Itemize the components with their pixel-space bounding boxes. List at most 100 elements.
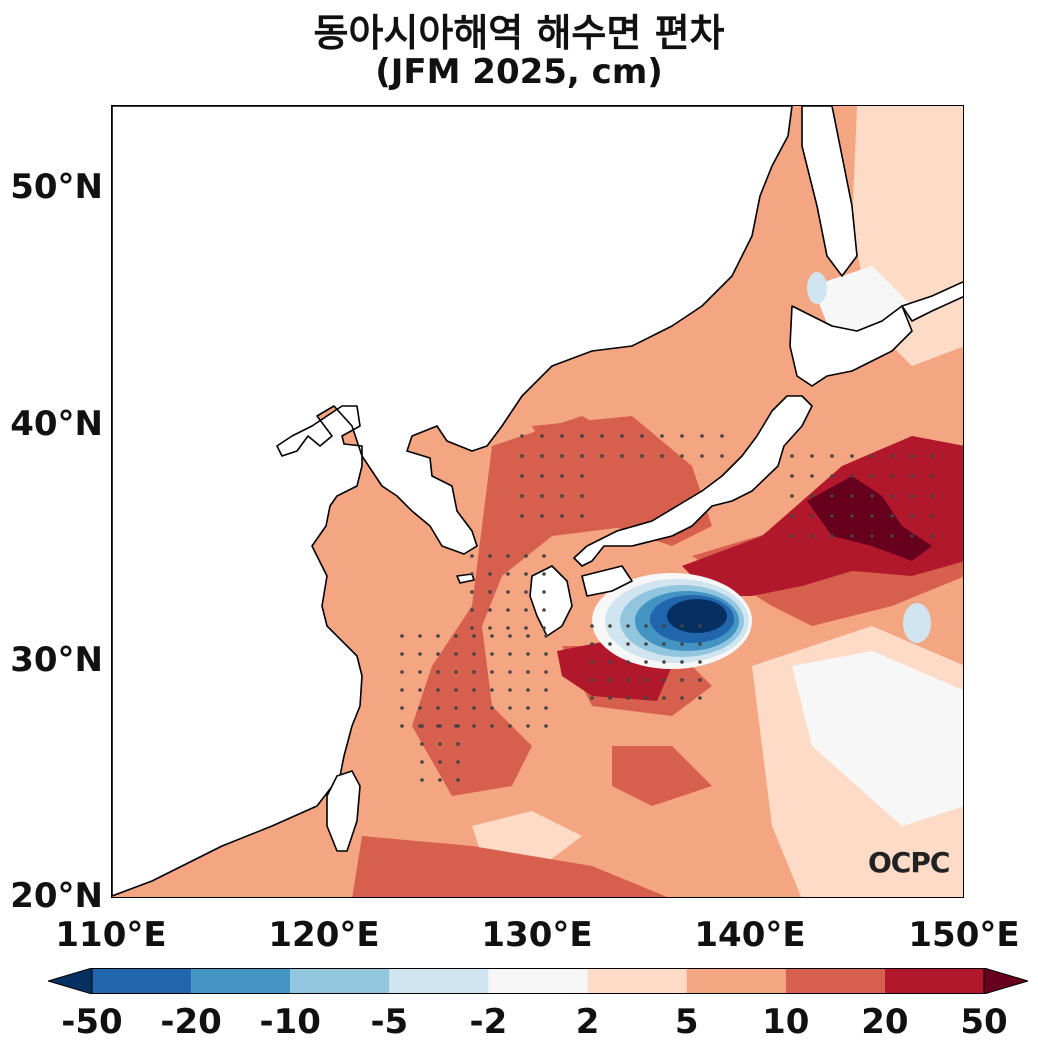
stipple-dot: [526, 634, 530, 638]
stipple-dot: [438, 778, 442, 782]
stipple-dot: [870, 454, 874, 458]
negative-eddy: [592, 573, 752, 669]
stipple-dot: [580, 514, 584, 518]
stipple-dot: [680, 454, 684, 458]
stipple-dot: [580, 494, 584, 498]
stipple-dot: [644, 660, 648, 664]
stipple-dot: [626, 678, 630, 682]
stipple-dot: [626, 696, 630, 700]
stipple-dot: [508, 652, 512, 656]
stipple-dot: [544, 652, 548, 656]
stipple-dot: [456, 724, 460, 728]
stipple-dot: [680, 434, 684, 438]
stipple-dot: [790, 454, 794, 458]
stipple-dot: [420, 760, 424, 764]
stipple-dot: [400, 688, 404, 692]
stipple-dot: [620, 454, 624, 458]
stipple-dot: [544, 634, 548, 638]
stipple-dot: [540, 454, 544, 458]
stipple-dot: [850, 534, 854, 538]
stipple-dot: [830, 454, 834, 458]
stipple-dot: [520, 434, 524, 438]
stipple-dot: [472, 670, 476, 674]
stipple-dot: [590, 696, 594, 700]
stipple-dot: [488, 626, 492, 630]
stipple-dot: [544, 688, 548, 692]
stipple-dot: [620, 434, 624, 438]
stipple-dot: [506, 608, 510, 612]
map-title: 동아시아해역 해수면 편차: [313, 11, 725, 55]
stipple-dot: [600, 454, 604, 458]
stipple-dot: [436, 688, 440, 692]
stipple-dot: [810, 514, 814, 518]
stipple-dot: [608, 678, 612, 682]
stipple-dot: [508, 724, 512, 728]
stipple-dot: [524, 554, 528, 558]
stipple-dot: [830, 494, 834, 498]
jeju-island: [456, 573, 475, 584]
stipple-dot: [644, 642, 648, 646]
sea-level-anomaly-map: [111, 105, 964, 898]
stipple-dot: [524, 590, 528, 594]
stipple-dot: [790, 514, 794, 518]
lon-tick-120e: 120°E: [268, 915, 380, 955]
stipple-dot: [544, 670, 548, 674]
stipple-dot: [626, 660, 630, 664]
stipple-dot: [470, 572, 474, 576]
stipple-dot: [526, 724, 530, 728]
stipple-dot: [472, 706, 476, 710]
stipple-dot: [560, 434, 564, 438]
anomaly-field: [112, 106, 963, 897]
shikoku-island: [581, 565, 633, 597]
stipple-dot: [540, 434, 544, 438]
stipple-dot: [438, 760, 442, 764]
stipple-dot: [454, 688, 458, 692]
colorbar-segment: [488, 968, 588, 994]
anomaly-over-50-zones: [807, 476, 932, 561]
stipple-dot: [524, 572, 528, 576]
stipple-dot: [490, 670, 494, 674]
stipple-dot: [850, 514, 854, 518]
stipple-dot: [524, 626, 528, 630]
stipple-dot: [418, 652, 422, 656]
stipple-dot: [438, 724, 442, 728]
stipple-dot: [470, 626, 474, 630]
stipple-dot: [590, 642, 594, 646]
stipple-dot: [488, 608, 492, 612]
stipple-dot: [580, 454, 584, 458]
asian-mainland: [112, 106, 793, 897]
stipple-dot: [608, 624, 612, 628]
colorbar-tick-label: -10: [259, 1002, 321, 1042]
ocpc-logo: OCPC: [868, 846, 950, 879]
stipple-dot: [542, 608, 546, 612]
stipple-dot: [698, 624, 702, 628]
stipple-dot: [930, 514, 934, 518]
colorbar-tick-label: -50: [61, 1002, 123, 1042]
stipple-dot: [470, 554, 474, 558]
stipple-dot: [608, 642, 612, 646]
stipple-dot: [438, 742, 442, 746]
colorbar-segment: [290, 968, 390, 994]
stipple-dot: [810, 474, 814, 478]
stipple-dot: [542, 626, 546, 630]
lon-tick-140e: 140°E: [694, 915, 806, 955]
stipple-dot: [790, 474, 794, 478]
stipple-dot: [472, 634, 476, 638]
lat-tick-20n: 20°N: [10, 876, 103, 916]
stipple-dot: [890, 454, 894, 458]
stipple-dot: [660, 454, 664, 458]
hokkaido-island: [789, 305, 913, 387]
stipple-dot: [488, 572, 492, 576]
stipple-dot: [472, 652, 476, 656]
stipple-dot: [870, 514, 874, 518]
stipple-dot: [488, 554, 492, 558]
stipple-dot: [540, 494, 544, 498]
stipple-dot: [400, 706, 404, 710]
stipple-dot: [930, 474, 934, 478]
stipple-dot: [520, 494, 524, 498]
stipple-dot: [910, 534, 914, 538]
colorbar-segment: [686, 968, 786, 994]
stipple-dot: [506, 590, 510, 594]
lon-tick-150e: 150°E: [908, 915, 1020, 955]
colorbar-segment: [389, 968, 489, 994]
